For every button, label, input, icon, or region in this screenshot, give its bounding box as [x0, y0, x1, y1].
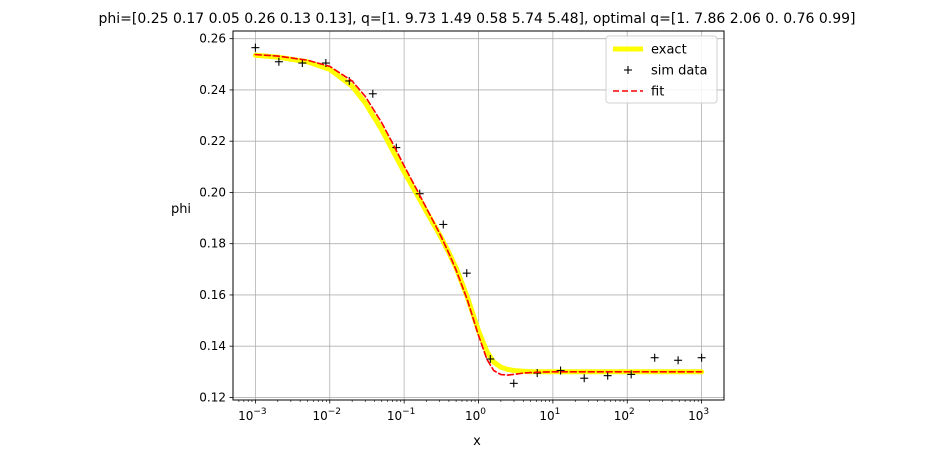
x-tick-label: 10−3	[238, 407, 267, 423]
sim-data-point	[486, 355, 495, 363]
x-tick-label-base: 10	[688, 409, 703, 423]
sim-data-point	[462, 269, 471, 278]
sim-data-point	[627, 370, 636, 379]
x-tick-label: 10−1	[387, 407, 416, 423]
sim-data-point	[603, 371, 612, 380]
legend-label: exact	[651, 43, 687, 58]
x-tick-label: 100	[465, 407, 486, 423]
y-tick-label: 0.16	[199, 288, 226, 302]
x-tick-label-exponent: −2	[328, 407, 341, 417]
sim-data-point	[298, 59, 307, 68]
x-axis-label: x	[473, 434, 481, 449]
y-tick-label: 0.18	[199, 237, 226, 251]
x-tick-label-exponent: 3	[703, 407, 709, 417]
y-axis-label: phi	[171, 202, 191, 217]
x-tick-label: 10−2	[312, 407, 341, 423]
sim-data-point	[580, 374, 589, 383]
legend: exact sim data fit	[605, 35, 718, 104]
x-tick-label-exponent: 0	[480, 407, 486, 417]
legend-label: fit	[651, 85, 664, 100]
sim-data-point	[509, 379, 518, 388]
y-tick-label: 0.26	[199, 32, 226, 46]
x-tick-label-exponent: 1	[555, 407, 561, 417]
sim-data-point	[697, 353, 706, 362]
sim-data-point	[251, 43, 260, 52]
plot-area-series	[251, 43, 706, 388]
x-tick-label: 103	[688, 407, 709, 423]
series-line-fit	[254, 53, 703, 376]
x-tick-label: 102	[614, 407, 635, 423]
sim-data-point	[650, 353, 659, 362]
sim-data-point	[439, 220, 448, 229]
x-tick-label-base: 10	[614, 409, 629, 423]
x-tick-label-exponent: −1	[402, 407, 415, 417]
x-tick-label-base: 10	[387, 409, 402, 423]
y-tick-label: 0.20	[199, 185, 226, 199]
y-tick-label: 0.22	[199, 134, 226, 148]
y-tick-label: 0.24	[199, 83, 226, 97]
x-tick-label-exponent: 2	[629, 407, 635, 417]
sim-data-point	[274, 57, 283, 66]
x-tick-label-base: 10	[465, 409, 480, 423]
sim-data-point	[674, 356, 683, 365]
legend-box	[605, 35, 718, 104]
y-tick-label: 0.14	[199, 339, 226, 353]
x-tick-label-exponent: −3	[253, 407, 266, 417]
x-tick-label: 101	[539, 407, 560, 423]
x-tick-label-base: 10	[539, 409, 554, 423]
y-tick-label: 0.12	[199, 390, 226, 404]
chart-title: phi=[0.25 0.17 0.05 0.26 0.13 0.13], q=[…	[99, 11, 856, 27]
sim-data-point	[368, 89, 377, 98]
legend-label: sim data	[651, 64, 707, 79]
x-tick-label-base: 10	[312, 409, 327, 423]
sim-data-point	[556, 366, 565, 375]
x-tick-label-base: 10	[238, 409, 253, 423]
axis-ticks: 10−3 10−2 10−1 100 101 102 1030.120.140.160.18…	[199, 32, 709, 423]
